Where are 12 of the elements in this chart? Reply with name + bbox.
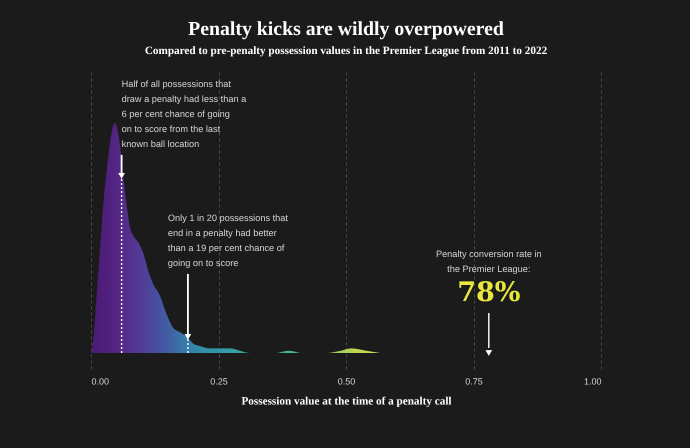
chart-subtitle: Compared to pre-penalty possession values in the Premier League from 2011 to 2022	[144, 44, 548, 57]
x-tick-label: 0.50	[338, 376, 356, 386]
chart-title: Penalty kicks are wildly overpowered	[188, 18, 504, 40]
x-tick-label: 0.25	[210, 376, 228, 386]
x-tick-label: 0.00	[92, 376, 110, 386]
annotation: Penalty conversion rate in the Premier League:	[436, 249, 542, 274]
x-tick-label: 1.00	[584, 376, 602, 386]
annotation: Half of all possessions that draw a penalty had less than a 6 per cent chance of going on to score from the last known ball location	[122, 78, 248, 149]
x-tick-label: 0.75	[465, 376, 483, 386]
x-axis-title: Possession value at the time of a penalty call	[241, 396, 452, 408]
annotation: 78%	[457, 277, 520, 308]
annotation: Only 1 in 20 possessions that end in a penalty had better than a 19 per cent chance of going on to score	[168, 212, 288, 268]
